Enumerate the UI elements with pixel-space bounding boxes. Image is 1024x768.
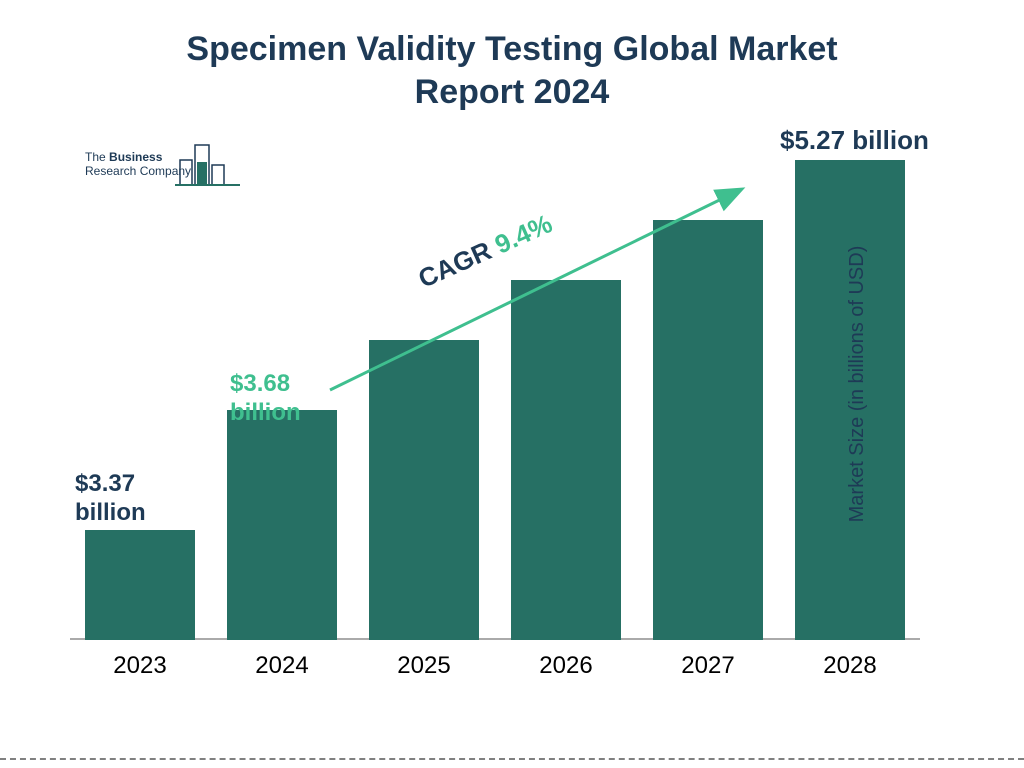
x-axis-label: 2024 <box>222 652 342 680</box>
x-axis-label: 2023 <box>80 652 200 680</box>
bar-chart: 2023 2024 2025 2026 2027 2028 <box>80 140 910 680</box>
footer-divider <box>0 758 1024 760</box>
bar-slot <box>506 280 626 640</box>
x-axis-label: 2026 <box>506 652 626 680</box>
bar <box>511 280 621 640</box>
data-label: $3.68billion <box>230 370 301 428</box>
y-axis-label: Market Size (in billions of USD) <box>846 246 869 523</box>
bar-slot <box>648 220 768 640</box>
bar-slot <box>222 410 342 640</box>
x-axis-label: 2027 <box>648 652 768 680</box>
bar-slot <box>364 340 484 640</box>
bar <box>227 410 337 640</box>
bar <box>653 220 763 640</box>
x-axis-label: 2028 <box>790 652 910 680</box>
data-label: $5.27 billion <box>780 125 929 156</box>
x-axis-label: 2025 <box>364 652 484 680</box>
bar <box>85 530 195 640</box>
bar <box>369 340 479 640</box>
data-label: $3.37billion <box>75 470 146 528</box>
bar-slot <box>80 530 200 640</box>
chart-title: Specimen Validity Testing Global Market … <box>0 28 1024 113</box>
